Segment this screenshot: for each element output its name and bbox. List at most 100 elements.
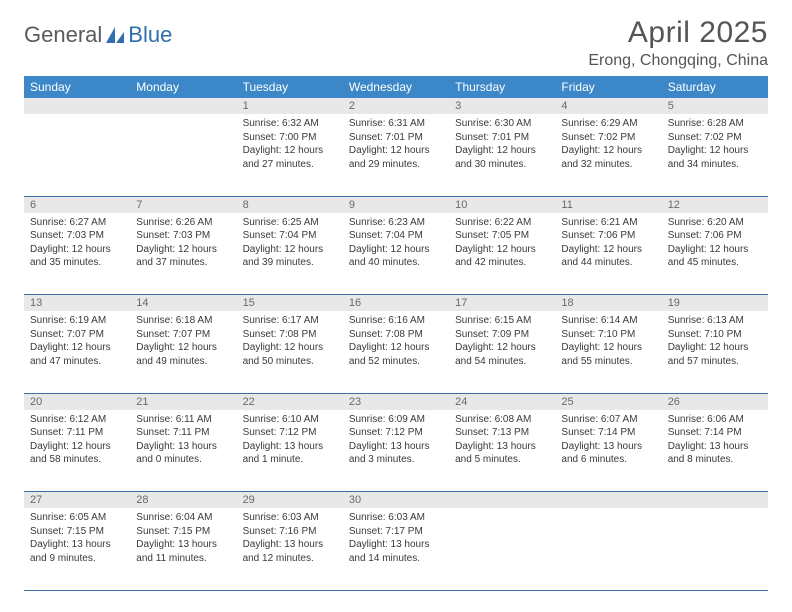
calendar-table: Sunday Monday Tuesday Wednesday Thursday… xyxy=(24,76,768,591)
sunrise-text: Sunrise: 6:10 AM xyxy=(243,413,337,427)
day-details: Sunrise: 6:11 AMSunset: 7:11 PMDaylight:… xyxy=(130,410,236,473)
day-number: 8 xyxy=(237,197,343,213)
day-number: 24 xyxy=(449,394,555,410)
day-details: Sunrise: 6:27 AMSunset: 7:03 PMDaylight:… xyxy=(24,213,130,276)
day-details: Sunrise: 6:23 AMSunset: 7:04 PMDaylight:… xyxy=(343,213,449,276)
sunset-text: Sunset: 7:01 PM xyxy=(455,131,549,145)
sunrise-text: Sunrise: 6:09 AM xyxy=(349,413,443,427)
day-details: Sunrise: 6:25 AMSunset: 7:04 PMDaylight:… xyxy=(237,213,343,276)
day-number-cell: 26 xyxy=(662,393,768,410)
day-number-cell: 11 xyxy=(555,196,661,213)
day-number: 9 xyxy=(343,197,449,213)
sunset-text: Sunset: 7:15 PM xyxy=(30,525,124,539)
day-number-cell xyxy=(555,492,661,509)
day-details: Sunrise: 6:12 AMSunset: 7:11 PMDaylight:… xyxy=(24,410,130,473)
sunset-text: Sunset: 7:07 PM xyxy=(30,328,124,342)
location-subtitle: Erong, Chongqing, China xyxy=(588,52,768,70)
day-details: Sunrise: 6:30 AMSunset: 7:01 PMDaylight:… xyxy=(449,114,555,177)
day-details: Sunrise: 6:03 AMSunset: 7:17 PMDaylight:… xyxy=(343,508,449,571)
sunset-text: Sunset: 7:05 PM xyxy=(455,229,549,243)
daylight-text: Daylight: 12 hours and 50 minutes. xyxy=(243,341,337,368)
day-body-cell: Sunrise: 6:27 AMSunset: 7:03 PMDaylight:… xyxy=(24,213,130,295)
daylight-text: Daylight: 12 hours and 54 minutes. xyxy=(455,341,549,368)
day-number-cell: 2 xyxy=(343,98,449,114)
day-number: 3 xyxy=(449,98,555,114)
day-body-cell: Sunrise: 6:30 AMSunset: 7:01 PMDaylight:… xyxy=(449,114,555,196)
sunrise-text: Sunrise: 6:17 AM xyxy=(243,314,337,328)
brand-logo: General Blue xyxy=(24,16,172,48)
page-title: April 2025 xyxy=(588,16,768,50)
day-number-cell: 24 xyxy=(449,393,555,410)
day-body-cell: Sunrise: 6:15 AMSunset: 7:09 PMDaylight:… xyxy=(449,311,555,393)
day-body-cell: Sunrise: 6:07 AMSunset: 7:14 PMDaylight:… xyxy=(555,410,661,492)
sunrise-text: Sunrise: 6:25 AM xyxy=(243,216,337,230)
day-number: 17 xyxy=(449,295,555,311)
day-body-cell: Sunrise: 6:05 AMSunset: 7:15 PMDaylight:… xyxy=(24,508,130,590)
day-body-cell: Sunrise: 6:29 AMSunset: 7:02 PMDaylight:… xyxy=(555,114,661,196)
day-number: 21 xyxy=(130,394,236,410)
sunrise-text: Sunrise: 6:04 AM xyxy=(136,511,230,525)
daylight-text: Daylight: 12 hours and 52 minutes. xyxy=(349,341,443,368)
day-body-cell: Sunrise: 6:03 AMSunset: 7:16 PMDaylight:… xyxy=(237,508,343,590)
empty-day-number xyxy=(24,98,130,114)
weekday-header: Tuesday xyxy=(237,76,343,98)
sunrise-text: Sunrise: 6:22 AM xyxy=(455,216,549,230)
daylight-text: Daylight: 13 hours and 9 minutes. xyxy=(30,538,124,565)
day-number-cell: 15 xyxy=(237,295,343,312)
title-block: April 2025 Erong, Chongqing, China xyxy=(588,16,768,70)
sunset-text: Sunset: 7:04 PM xyxy=(243,229,337,243)
day-number: 10 xyxy=(449,197,555,213)
day-body-cell: Sunrise: 6:12 AMSunset: 7:11 PMDaylight:… xyxy=(24,410,130,492)
sunrise-text: Sunrise: 6:08 AM xyxy=(455,413,549,427)
daylight-text: Daylight: 13 hours and 3 minutes. xyxy=(349,440,443,467)
day-number-cell: 9 xyxy=(343,196,449,213)
daylight-text: Daylight: 13 hours and 5 minutes. xyxy=(455,440,549,467)
day-number: 30 xyxy=(343,492,449,508)
day-body-cell xyxy=(130,114,236,196)
daylight-text: Daylight: 12 hours and 27 minutes. xyxy=(243,144,337,171)
day-number-cell xyxy=(662,492,768,509)
day-body-cell: Sunrise: 6:13 AMSunset: 7:10 PMDaylight:… xyxy=(662,311,768,393)
sunset-text: Sunset: 7:12 PM xyxy=(349,426,443,440)
header-row: General Blue April 2025 Erong, Chongqing… xyxy=(24,16,768,70)
daylight-text: Daylight: 12 hours and 44 minutes. xyxy=(561,243,655,270)
day-body-cell: Sunrise: 6:08 AMSunset: 7:13 PMDaylight:… xyxy=(449,410,555,492)
sunrise-text: Sunrise: 6:13 AM xyxy=(668,314,762,328)
daylight-text: Daylight: 12 hours and 49 minutes. xyxy=(136,341,230,368)
daylight-text: Daylight: 12 hours and 39 minutes. xyxy=(243,243,337,270)
day-number: 19 xyxy=(662,295,768,311)
sunset-text: Sunset: 7:09 PM xyxy=(455,328,549,342)
daylight-text: Daylight: 12 hours and 35 minutes. xyxy=(30,243,124,270)
weekday-header: Monday xyxy=(130,76,236,98)
day-number-cell: 6 xyxy=(24,196,130,213)
sunrise-text: Sunrise: 6:06 AM xyxy=(668,413,762,427)
day-body-cell: Sunrise: 6:22 AMSunset: 7:05 PMDaylight:… xyxy=(449,213,555,295)
day-body-cell: Sunrise: 6:31 AMSunset: 7:01 PMDaylight:… xyxy=(343,114,449,196)
day-body-cell: Sunrise: 6:20 AMSunset: 7:06 PMDaylight:… xyxy=(662,213,768,295)
sunset-text: Sunset: 7:10 PM xyxy=(668,328,762,342)
day-number: 4 xyxy=(555,98,661,114)
day-details: Sunrise: 6:14 AMSunset: 7:10 PMDaylight:… xyxy=(555,311,661,374)
daylight-text: Daylight: 12 hours and 58 minutes. xyxy=(30,440,124,467)
day-number: 15 xyxy=(237,295,343,311)
weekday-header: Saturday xyxy=(662,76,768,98)
daylight-text: Daylight: 12 hours and 40 minutes. xyxy=(349,243,443,270)
day-number-cell: 28 xyxy=(130,492,236,509)
day-body-cell: Sunrise: 6:23 AMSunset: 7:04 PMDaylight:… xyxy=(343,213,449,295)
day-details: Sunrise: 6:03 AMSunset: 7:16 PMDaylight:… xyxy=(237,508,343,571)
day-body-cell: Sunrise: 6:11 AMSunset: 7:11 PMDaylight:… xyxy=(130,410,236,492)
sunrise-text: Sunrise: 6:05 AM xyxy=(30,511,124,525)
empty-day-number xyxy=(662,492,768,508)
day-number: 18 xyxy=(555,295,661,311)
day-number: 11 xyxy=(555,197,661,213)
day-details: Sunrise: 6:28 AMSunset: 7:02 PMDaylight:… xyxy=(662,114,768,177)
day-body-cell: Sunrise: 6:04 AMSunset: 7:15 PMDaylight:… xyxy=(130,508,236,590)
sunset-text: Sunset: 7:06 PM xyxy=(668,229,762,243)
day-details: Sunrise: 6:13 AMSunset: 7:10 PMDaylight:… xyxy=(662,311,768,374)
sunset-text: Sunset: 7:13 PM xyxy=(455,426,549,440)
weekday-header: Sunday xyxy=(24,76,130,98)
day-number: 7 xyxy=(130,197,236,213)
daylight-text: Daylight: 13 hours and 0 minutes. xyxy=(136,440,230,467)
sunrise-text: Sunrise: 6:18 AM xyxy=(136,314,230,328)
day-details: Sunrise: 6:08 AMSunset: 7:13 PMDaylight:… xyxy=(449,410,555,473)
